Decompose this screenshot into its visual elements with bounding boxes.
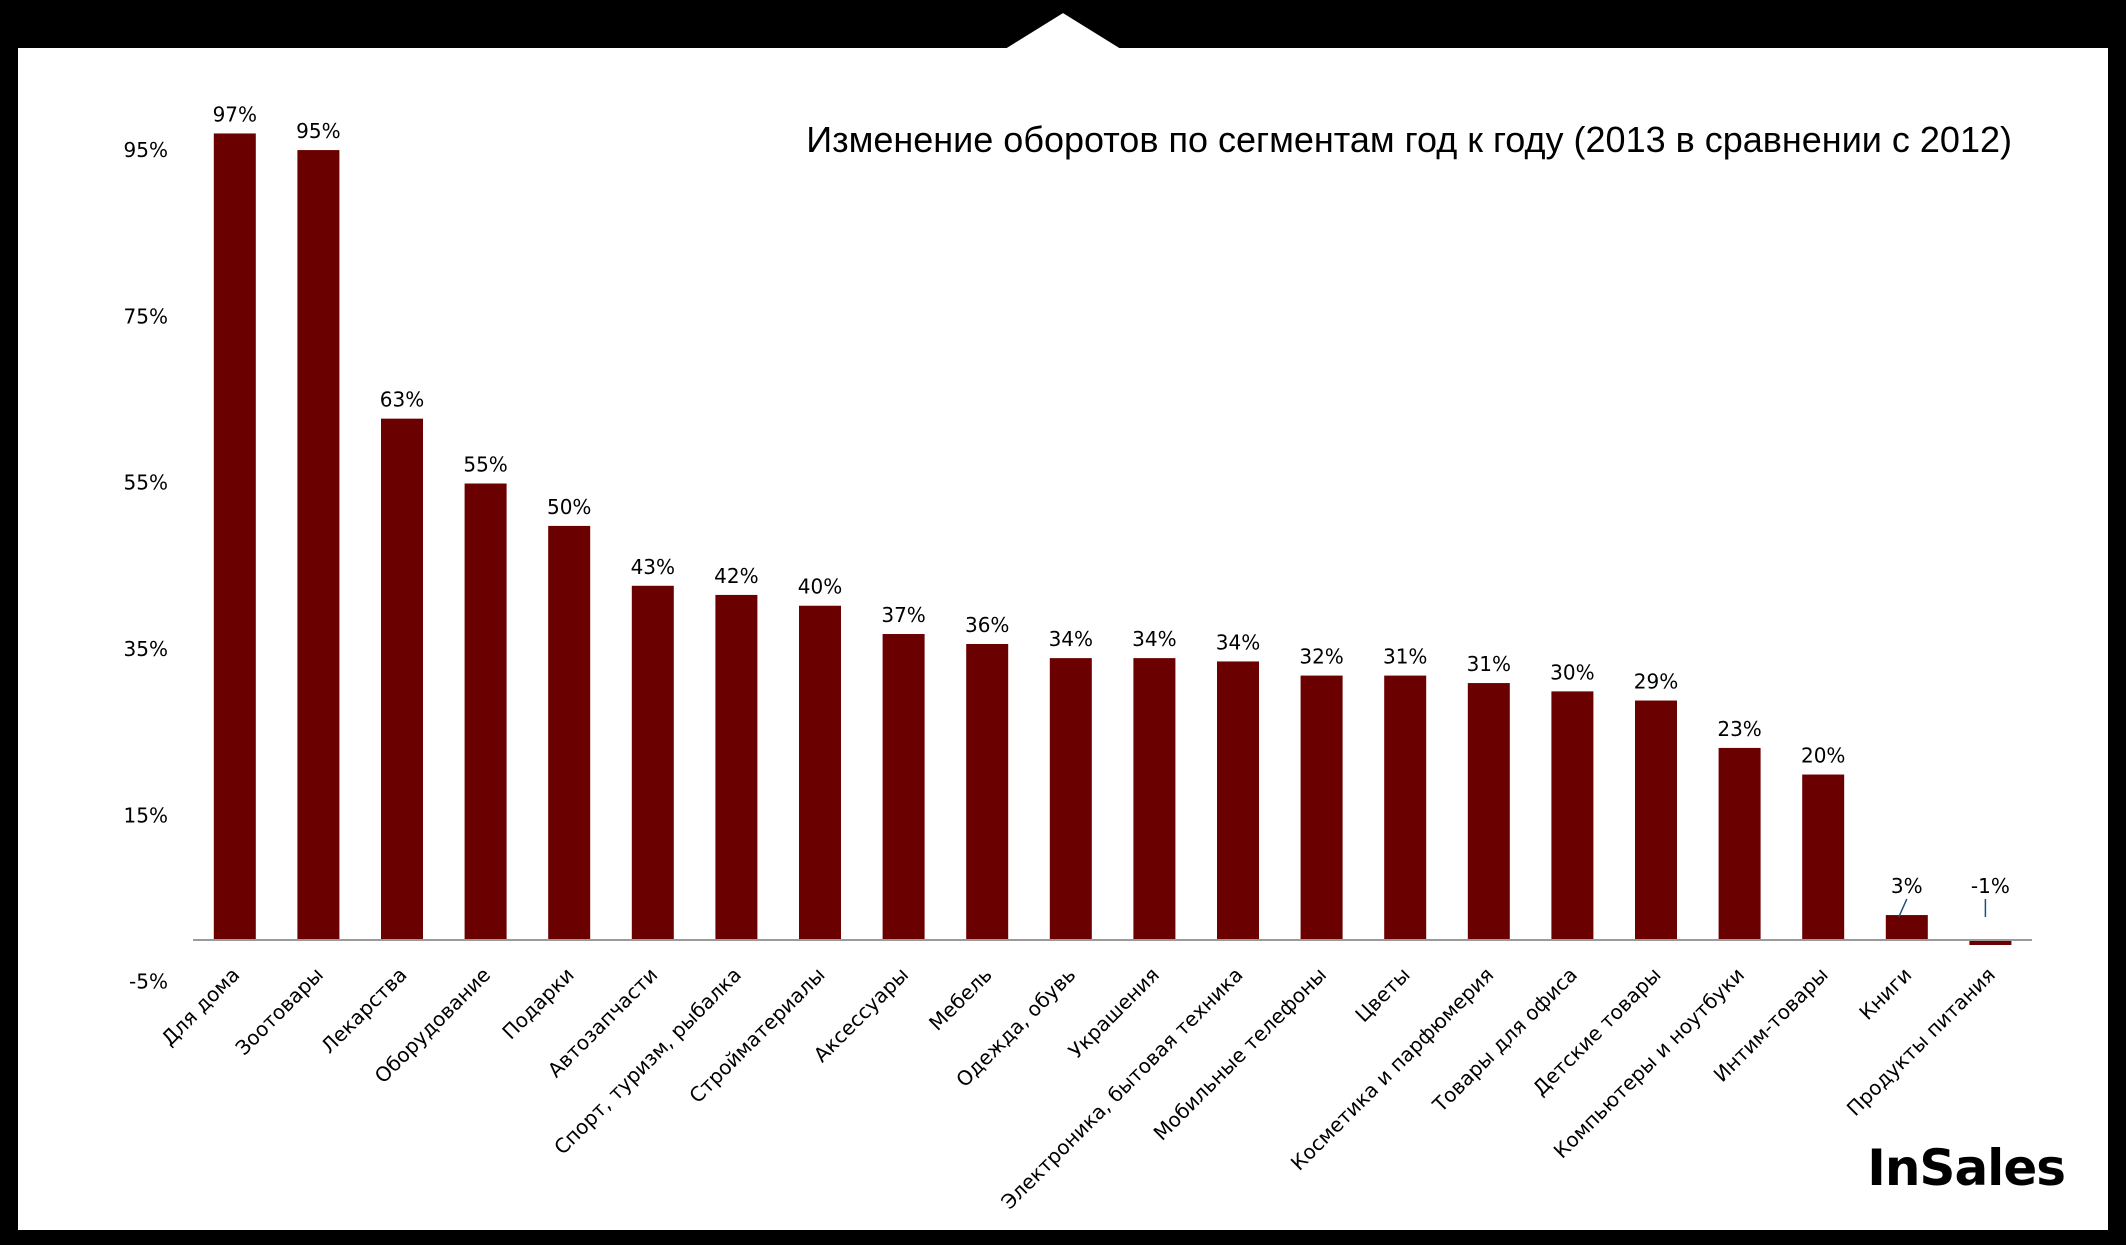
chart-title: Изменение оборотов по сегментам год к го… bbox=[806, 119, 2012, 160]
bar bbox=[381, 418, 423, 940]
data-label: 29% bbox=[1634, 670, 1678, 694]
data-label: 23% bbox=[1717, 717, 1761, 741]
bar bbox=[1802, 774, 1845, 940]
data-label: 32% bbox=[1299, 645, 1343, 669]
bar bbox=[1467, 683, 1510, 940]
bar bbox=[1718, 747, 1761, 940]
bar bbox=[297, 150, 340, 940]
data-label: 30% bbox=[1550, 660, 1594, 684]
y-tick-label: 35% bbox=[124, 637, 168, 661]
bar bbox=[1384, 675, 1427, 940]
bar bbox=[1551, 691, 1594, 940]
bars bbox=[213, 133, 2012, 945]
y-tick-label: 75% bbox=[124, 304, 168, 328]
bar bbox=[1300, 675, 1343, 940]
data-label: 55% bbox=[463, 453, 507, 477]
bar bbox=[213, 133, 256, 940]
bar bbox=[1217, 661, 1259, 940]
data-label: 36% bbox=[965, 613, 1009, 637]
data-labels: 97% 95% 63% 55% 50% 43% 42% 40% 37% 36% 34% 34% 34% 3… bbox=[213, 102, 2010, 918]
data-label: 63% bbox=[380, 388, 424, 412]
y-tick-label: 95% bbox=[124, 138, 168, 162]
bar bbox=[631, 585, 674, 940]
data-label: 42% bbox=[714, 564, 758, 588]
data-label: 34% bbox=[1216, 630, 1260, 654]
data-label: 34% bbox=[1049, 627, 1093, 651]
data-label: 95% bbox=[296, 119, 340, 143]
bar bbox=[464, 483, 507, 940]
bar bbox=[1969, 940, 2012, 945]
data-label: 31% bbox=[1383, 645, 1427, 669]
data-label-leader bbox=[1898, 898, 1908, 918]
bar bbox=[1133, 658, 1176, 940]
data-label: 34% bbox=[1132, 627, 1176, 651]
bar bbox=[966, 643, 1009, 940]
y-tick-label: 55% bbox=[124, 471, 168, 495]
data-label: 50% bbox=[547, 495, 591, 519]
bar bbox=[882, 634, 925, 940]
data-label: 37% bbox=[881, 603, 925, 627]
data-label: -1% bbox=[1971, 874, 2010, 898]
bar bbox=[1635, 700, 1677, 940]
data-label: 31% bbox=[1467, 652, 1511, 676]
y-axis-ticks: -5% 15% 35% 55% 75% 95% bbox=[124, 138, 168, 994]
bar bbox=[715, 594, 758, 940]
data-label: 3% bbox=[1891, 874, 1923, 898]
data-label: 40% bbox=[798, 575, 842, 599]
data-label: 20% bbox=[1801, 744, 1845, 768]
bar bbox=[1049, 658, 1092, 940]
bar bbox=[548, 525, 591, 940]
y-tick-label: -5% bbox=[129, 970, 168, 994]
insales-logo: InSales bbox=[1867, 1139, 2065, 1197]
data-label: 97% bbox=[213, 102, 257, 126]
bar bbox=[799, 605, 841, 940]
y-tick-label: 15% bbox=[124, 803, 168, 827]
bar bbox=[1885, 915, 1928, 940]
data-label: 43% bbox=[631, 555, 675, 579]
